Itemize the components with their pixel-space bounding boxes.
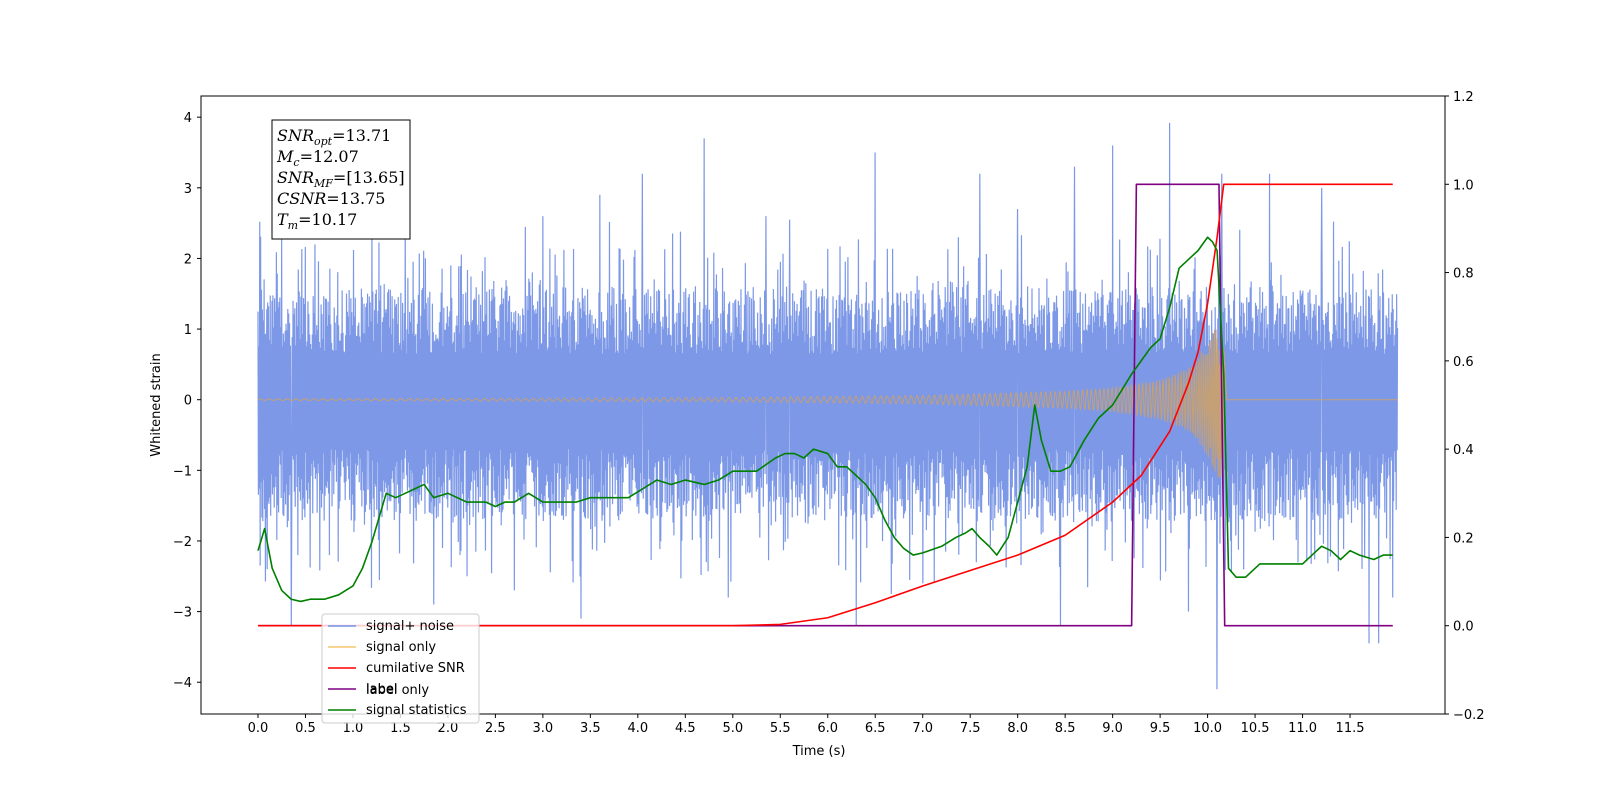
legend-label: cumilative SNR	[366, 661, 465, 676]
data-layer	[257, 122, 1399, 690]
y-right-tick-label: 0.4	[1453, 443, 1474, 458]
x-tick-label: 3.0	[533, 721, 554, 736]
y-axis-title: Whitened strain	[149, 353, 164, 456]
x-tick-label: 0.5	[295, 721, 316, 736]
x-tick-label: 10.5	[1241, 721, 1270, 736]
x-tick-label: 9.0	[1102, 721, 1123, 736]
y-left-tick-label: −1	[173, 464, 192, 479]
x-tick-label: 11.0	[1288, 721, 1317, 736]
stats-annotation-box: SNRopt=13.71Mc=12.07SNRMF=[13.65]CSNR=13…	[271, 119, 411, 240]
legend: label only signal+ noise signal only cumila…	[321, 613, 480, 724]
y-right-tick-label: 0.0	[1453, 620, 1474, 635]
y-left-tick-label: 4	[184, 111, 192, 126]
y-right-tick-label: 0.8	[1453, 267, 1474, 282]
legend-hidden-label: label only	[366, 683, 429, 698]
x-tick-label: 7.0	[912, 721, 933, 736]
x-tick-label: 10.0	[1193, 721, 1222, 736]
y-left-tick-label: 2	[184, 252, 192, 267]
y-axis-right: −0.2 0.0 0.2 0.4 0.6 0.8 1.0 1.2	[1445, 90, 1485, 723]
x-tick-label: 0.0	[248, 721, 269, 736]
legend-frame	[321, 613, 480, 724]
y-left-tick-label: 1	[184, 323, 192, 338]
x-tick-label: 6.5	[865, 721, 886, 736]
series-label	[257, 183, 1393, 627]
x-tick-label: 4.0	[627, 721, 648, 736]
x-tick-label: 4.5	[675, 721, 696, 736]
y-left-tick-label: −3	[173, 606, 192, 621]
y-right-tick-label: 1.0	[1453, 178, 1474, 193]
x-tick-label: 1.5	[390, 721, 411, 736]
x-tick-label: 6.0	[817, 721, 838, 736]
series-cumulative-snr	[257, 183, 1393, 627]
stats-annotation-line: Tm=10.17	[277, 210, 357, 232]
y-left-tick-label: −4	[173, 676, 192, 691]
y-axis-left: −4 −3 −2 −1 0 1 2 3 4	[173, 111, 201, 691]
x-tick-label: 5.0	[722, 721, 743, 736]
y-left-tick-label: 3	[184, 182, 192, 197]
x-tick-label: 2.0	[438, 721, 459, 736]
plot-frame	[200, 95, 1446, 715]
stats-annotation-line: Mc=12.07	[276, 147, 359, 169]
y-left-tick-label: −2	[173, 535, 192, 550]
x-tick-label: 1.0	[343, 721, 364, 736]
legend-label: signal+ noise	[366, 619, 454, 634]
stats-annotation-line: SNRopt=13.71	[277, 126, 391, 148]
stats-annotation-frame	[271, 119, 411, 240]
x-axis-title: Time (s)	[792, 744, 846, 759]
y-left-tick-label: 0	[184, 394, 192, 409]
y-right-tick-label: 1.2	[1453, 90, 1474, 105]
x-tick-label: 2.5	[485, 721, 506, 736]
x-tick-label: 9.5	[1150, 721, 1171, 736]
x-tick-label: 8.0	[1007, 721, 1028, 736]
x-axis: 0.0 0.5 1.0 1.5 2.0 2.5 3.0 3.5 4.0 4.5 5.0 5.5 6.0 6…	[248, 714, 1365, 736]
x-tick-label: 7.5	[960, 721, 981, 736]
stats-annotation-line: SNRMF=[13.65]	[277, 168, 405, 190]
stats-annotation-line: CSNR=13.75	[277, 189, 385, 208]
x-tick-label: 11.5	[1336, 721, 1365, 736]
series-signal-statistics	[257, 236, 1393, 603]
x-tick-label: 8.5	[1055, 721, 1076, 736]
legend-label: label	[366, 682, 397, 697]
legend-label: signal only	[366, 640, 436, 655]
y-right-tick-label: 0.6	[1453, 355, 1474, 370]
x-tick-label: 5.5	[770, 721, 791, 736]
y-right-tick-label: −0.2	[1453, 708, 1485, 723]
x-tick-label: 3.5	[580, 721, 601, 736]
y-right-tick-label: 0.2	[1453, 531, 1474, 546]
legend-label: signal statistics	[366, 703, 467, 718]
series-signal-only	[257, 320, 1398, 487]
